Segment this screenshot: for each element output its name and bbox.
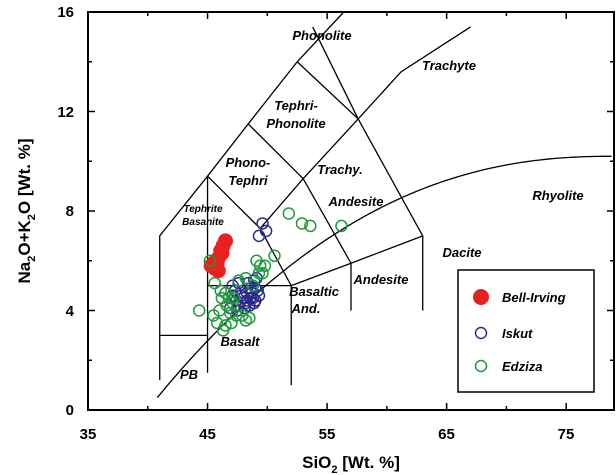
field-label-phonolite: Phonolite (292, 28, 351, 43)
y-tick-label-12: 12 (57, 104, 74, 121)
y-axis-title: Na2O+K2O [Wt. %] (15, 139, 38, 284)
point-edziza-6 (253, 259, 267, 272)
field-label-tephrite-1: Tephrite (183, 204, 223, 215)
point-edziza-2 (304, 219, 317, 233)
point-edziza-30 (239, 314, 253, 327)
field-label-phono-tephri-1: Phono- (226, 155, 271, 170)
point-edziza-27 (210, 316, 224, 330)
field-label-phono-tephri-2: Tephri (228, 173, 268, 188)
point-edziza-29 (225, 316, 238, 330)
point-edziza-12 (246, 279, 260, 292)
field-boundary-7 (312, 26, 359, 120)
field-label-basaltic-1: Basaltic (289, 284, 340, 299)
point-bell-irving-2 (217, 233, 233, 249)
field-boundary-12 (357, 26, 471, 120)
field-label-pb: PB (180, 367, 198, 382)
point-edziza-22 (207, 309, 220, 322)
field-label-trachyte: Trachyte (422, 58, 476, 73)
x-axis-title: SiO2 [Wt. %] (302, 453, 400, 475)
point-edziza-31 (216, 324, 230, 337)
x-tick-label-55: 55 (319, 426, 336, 443)
legend-marker-edziza (474, 359, 488, 373)
field-label-basalt: Basalt (220, 334, 260, 349)
field-boundary-10 (350, 118, 424, 264)
point-edziza-8 (252, 266, 266, 280)
point-edziza-9 (256, 266, 269, 280)
x-tick-label-75: 75 (558, 426, 575, 443)
legend-label-iskut: Iskut (502, 326, 533, 341)
axis-ticks (87, 11, 614, 411)
legend-label-edziza: Edziza (502, 359, 542, 374)
x-tick-label-65: 65 (438, 426, 455, 443)
point-iskut-2 (252, 229, 266, 243)
legend: Bell-Irving Iskut Edziza (457, 269, 595, 393)
point-edziza-1 (295, 217, 309, 230)
field-label-basaltic-2: And. (291, 301, 321, 316)
point-edziza-4 (268, 249, 281, 263)
point-edziza-3 (335, 219, 348, 233)
field-label-tephri-phonolite-1: Tephri- (274, 98, 318, 113)
y-tick-label-0: 0 (66, 402, 74, 419)
field-boundary-0 (159, 11, 345, 381)
alkaline-divider-curve (156, 155, 612, 398)
point-edziza-26 (243, 311, 256, 325)
field-label-trachy: Trachy. (317, 162, 363, 177)
point-edziza-13 (203, 254, 217, 267)
point-edziza-32 (192, 304, 206, 317)
point-iskut-29 (246, 291, 260, 305)
point-iskut-28 (240, 294, 254, 307)
x-tick-label-45: 45 (199, 426, 216, 443)
point-edziza-0 (282, 207, 296, 220)
field-label-rhyolite: Rhyolite (532, 188, 583, 203)
y-tick-label-16: 16 (57, 4, 74, 21)
data-points (192, 207, 348, 337)
legend-label-bell-irving: Bell-Irving (502, 290, 566, 305)
y-tick-label-4: 4 (66, 303, 75, 320)
x-tick-label-35: 35 (80, 426, 97, 443)
point-edziza-7 (258, 259, 272, 272)
point-edziza-33 (227, 291, 241, 305)
point-edziza-23 (224, 306, 237, 320)
point-edziza-11 (239, 271, 253, 285)
field-label-andesite-upper: Andesite (328, 194, 384, 209)
field-label-dacite: Dacite (442, 245, 481, 260)
legend-marker-iskut (474, 326, 488, 340)
point-iskut-27 (249, 294, 262, 307)
y-tick-label-8: 8 (66, 203, 74, 220)
point-edziza-10 (232, 274, 245, 287)
point-edziza-14 (208, 276, 221, 290)
legend-marker-bell-irving (473, 289, 489, 305)
point-iskut-0 (256, 217, 269, 230)
field-label-tephrite-2: Basanite (182, 217, 224, 228)
field-label-andesite-lower: Andesite (353, 272, 409, 287)
field-label-tephri-phonolite-2: Phonolite (266, 116, 325, 131)
